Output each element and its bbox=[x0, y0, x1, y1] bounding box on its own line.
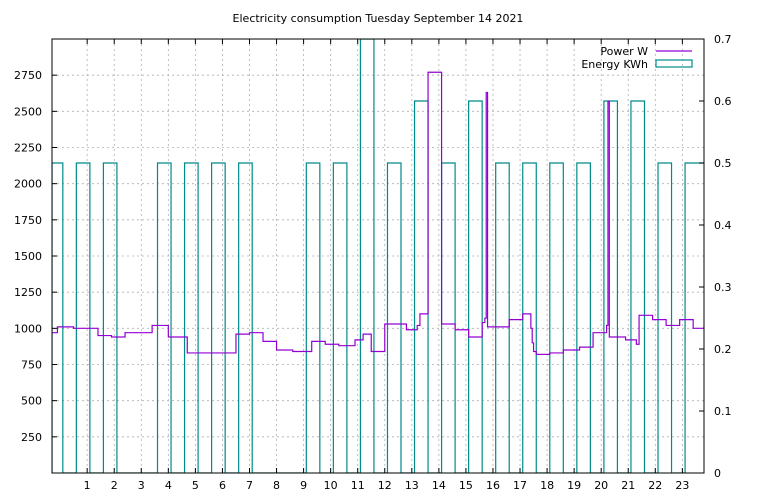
x-tick-label: 15 bbox=[459, 479, 473, 492]
x-tick-label: 9 bbox=[300, 479, 307, 492]
y-tick-label: 1250 bbox=[14, 286, 42, 299]
legend-swatch-energy bbox=[655, 59, 693, 68]
x-tick-label: 7 bbox=[246, 479, 253, 492]
x-tick-label: 14 bbox=[432, 479, 446, 492]
x-tick-label: 4 bbox=[165, 479, 172, 492]
x-tick-label: 20 bbox=[594, 479, 608, 492]
y-tick-label: 2250 bbox=[14, 142, 42, 155]
x-tick-label: 12 bbox=[378, 479, 392, 492]
x-axis: 1 2 3 4 5 6 7 8 9 10 11 12 13 14 15 16 17 18 19 20 21 22 23 bbox=[84, 39, 689, 492]
y-axis-left: 250 500 750 1000 1250 1500 1750 2000 2250 2500 275… bbox=[14, 69, 57, 444]
x-tick-label: 3 bbox=[138, 479, 145, 492]
x-tick-label: 1 bbox=[84, 479, 91, 492]
x-tick-label: 5 bbox=[192, 479, 199, 492]
y2-tick-label: 0.7 bbox=[714, 33, 732, 46]
y2-tick-label: 0.3 bbox=[714, 281, 732, 294]
y-tick-label: 1000 bbox=[14, 322, 42, 335]
y-axis-right: 0 0.1 0.2 0.3 0.4 0.5 0.6 0.7 bbox=[699, 33, 732, 480]
x-tick-label: 10 bbox=[324, 479, 338, 492]
x-tick-label: 21 bbox=[621, 479, 635, 492]
y-tick-label: 1750 bbox=[14, 214, 42, 227]
y2-tick-label: 0.2 bbox=[714, 343, 732, 356]
y2-tick-label: 0.5 bbox=[714, 157, 732, 170]
x-tick-label: 18 bbox=[540, 479, 554, 492]
x-tick-label: 13 bbox=[405, 479, 419, 492]
x-tick-label: 2 bbox=[111, 479, 118, 492]
y-tick-label: 500 bbox=[21, 395, 42, 408]
energy-series bbox=[52, 39, 704, 473]
legend-label-power: Power W bbox=[600, 45, 648, 58]
y-tick-label: 1500 bbox=[14, 250, 42, 263]
x-tick-label: 22 bbox=[648, 479, 662, 492]
grid-lines bbox=[52, 39, 704, 473]
power-step-line bbox=[52, 71, 704, 355]
x-tick-label: 8 bbox=[273, 479, 280, 492]
y-tick-label: 2750 bbox=[14, 69, 42, 82]
y2-tick-label: 0.4 bbox=[714, 219, 732, 232]
power-series bbox=[52, 71, 704, 355]
x-tick-label: 23 bbox=[675, 479, 689, 492]
x-tick-label: 6 bbox=[219, 479, 226, 492]
x-tick-label: 11 bbox=[351, 479, 365, 492]
legend-label-energy: Energy KWh bbox=[581, 58, 648, 71]
energy-step-line bbox=[52, 39, 704, 473]
y2-tick-label: 0 bbox=[714, 467, 721, 480]
y-tick-label: 250 bbox=[21, 431, 42, 444]
x-tick-label: 19 bbox=[567, 479, 581, 492]
x-tick-label: 16 bbox=[486, 479, 500, 492]
y-tick-label: 750 bbox=[21, 359, 42, 372]
y-tick-label: 2000 bbox=[14, 178, 42, 191]
chart-title: Electricity consumption Tuesday Septembe… bbox=[233, 12, 524, 25]
y-tick-label: 2500 bbox=[14, 105, 42, 118]
x-tick-label: 17 bbox=[513, 479, 527, 492]
y2-tick-label: 0.6 bbox=[714, 95, 732, 108]
y2-tick-label: 0.1 bbox=[714, 405, 732, 418]
